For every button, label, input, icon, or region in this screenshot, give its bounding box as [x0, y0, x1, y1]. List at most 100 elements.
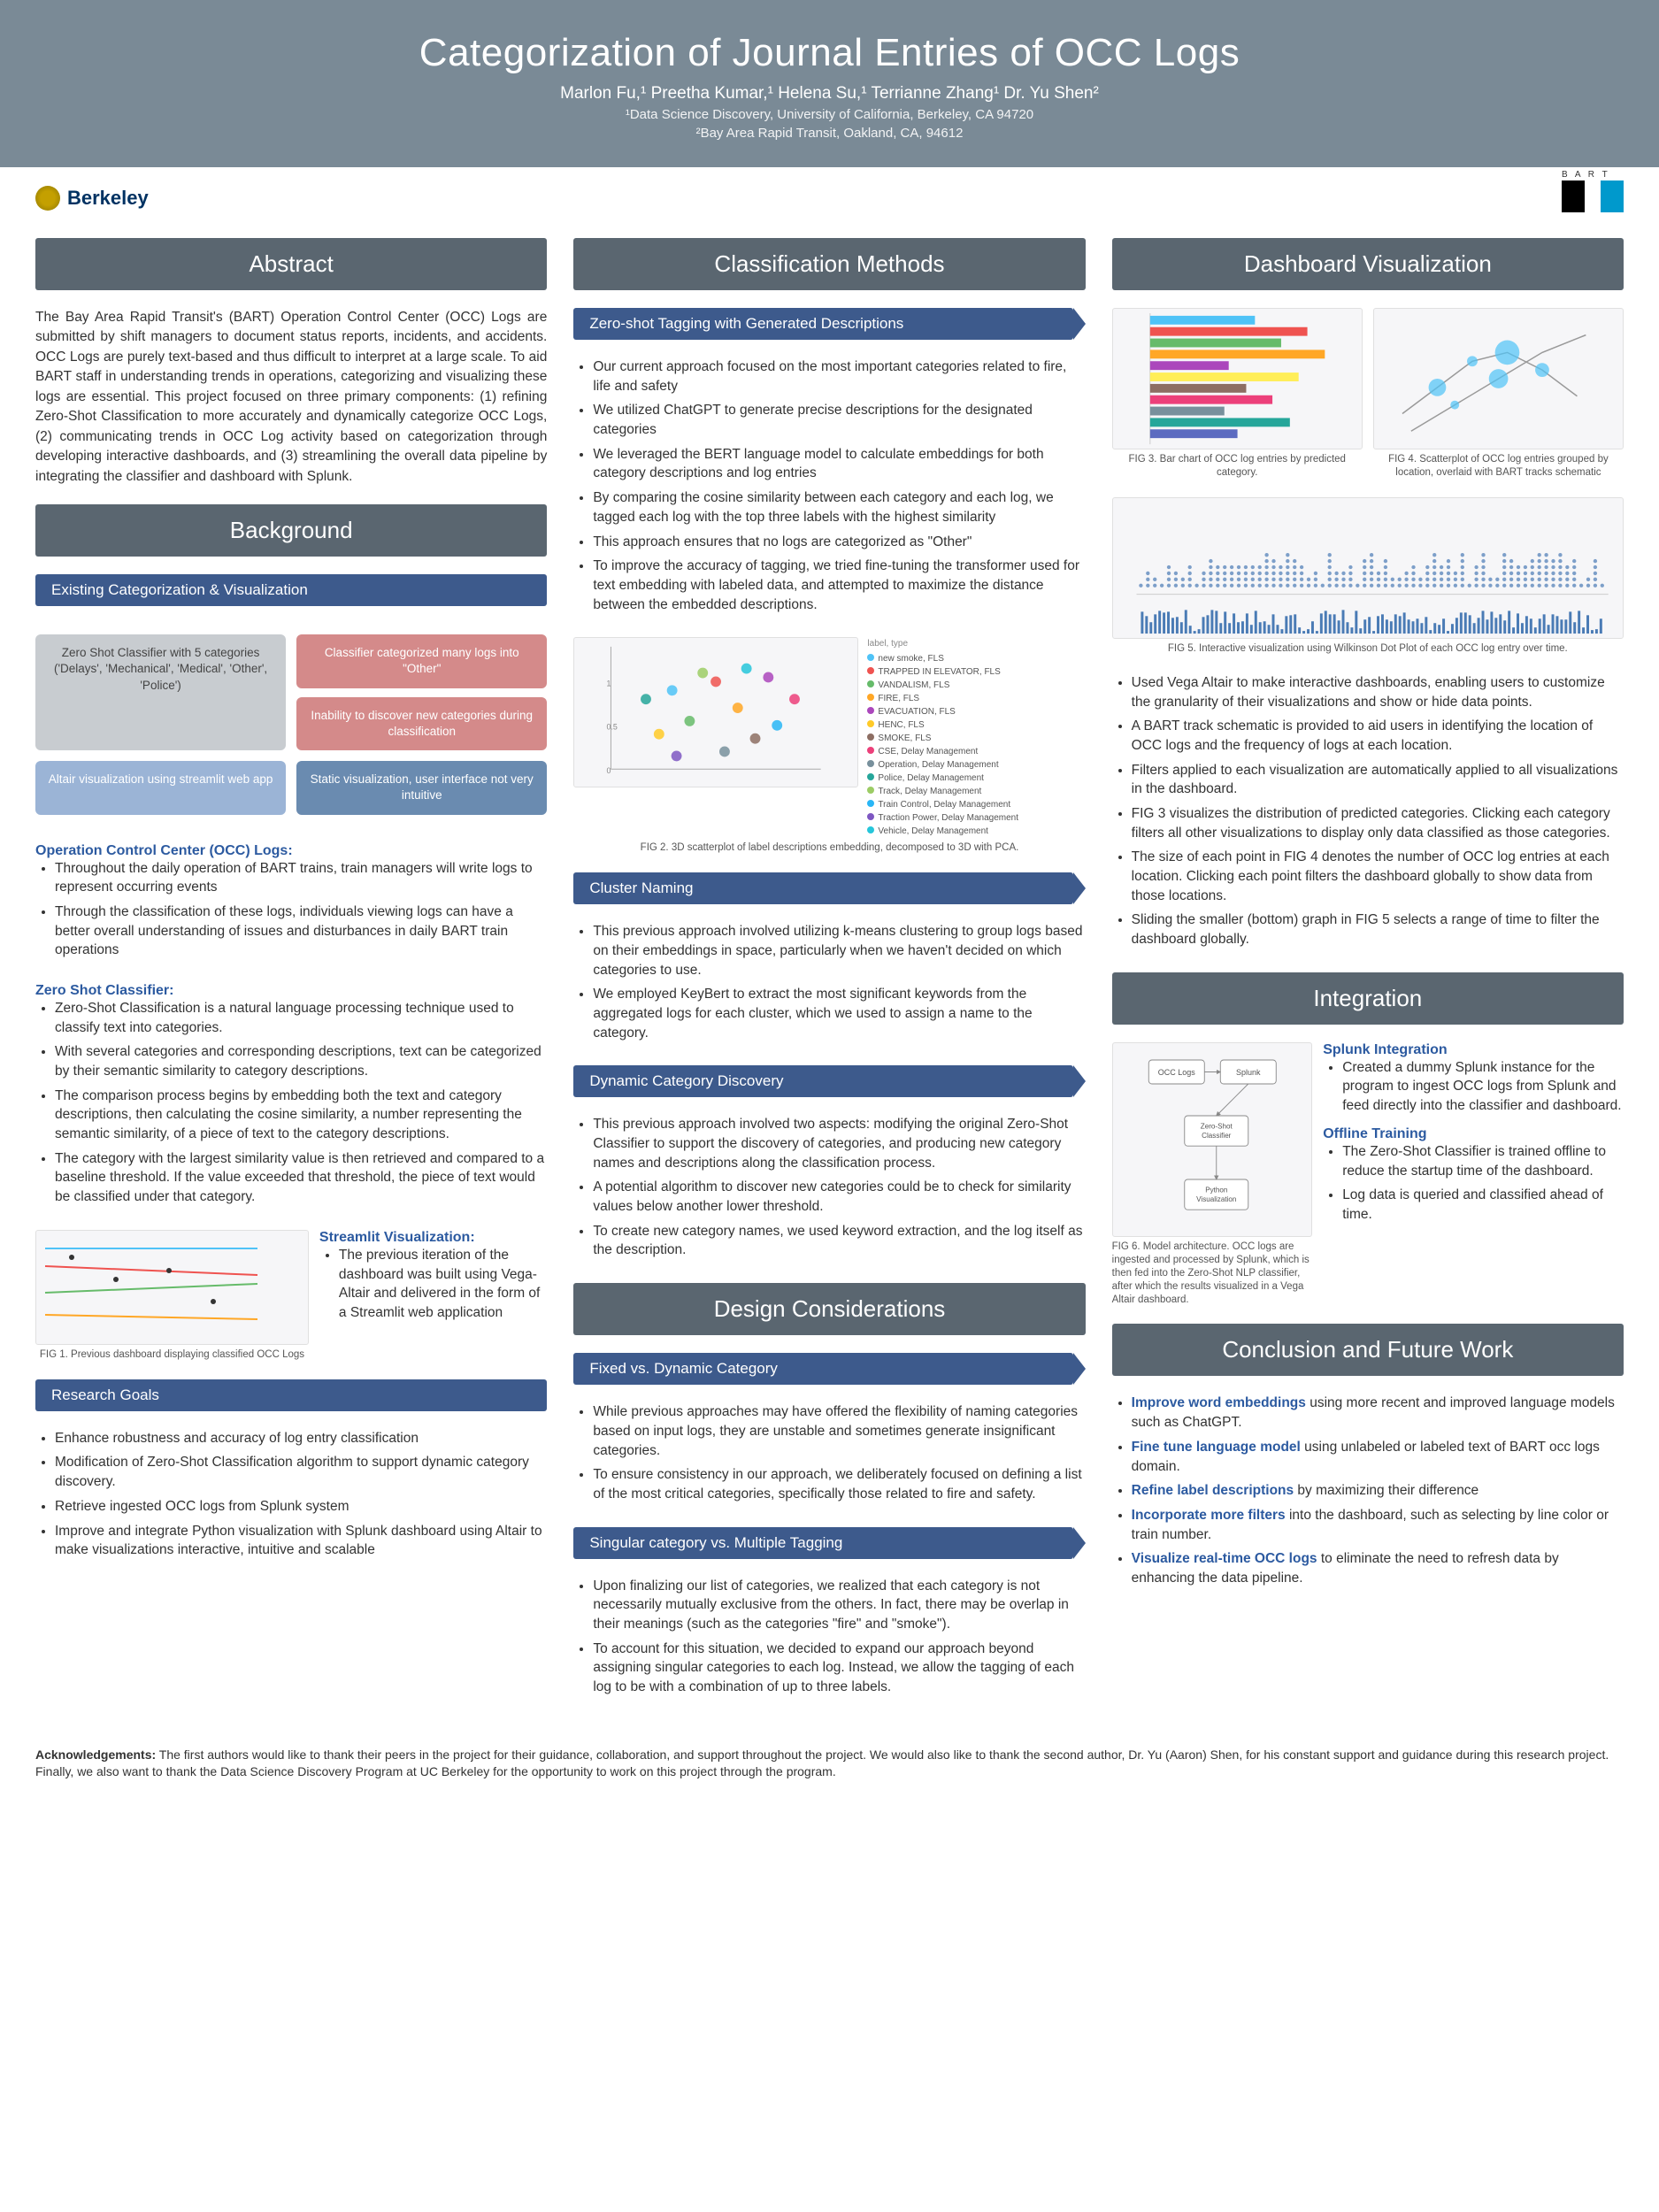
zsc-label: Zero Shot Classifier: [35, 983, 547, 999]
dynamic-subheader: Dynamic Category Discovery [573, 1065, 1072, 1097]
berkeley-seal-icon [35, 186, 60, 211]
poster-columns: Abstract The Bay Area Rapid Transit's (B… [0, 229, 1659, 1729]
list-item: The previous iteration of the dashboard … [339, 1246, 547, 1323]
box-nodiscover: Inability to discover new categories dur… [296, 697, 547, 750]
abstract-heading: Abstract [35, 238, 547, 290]
list-item: While previous approaches may have offer… [593, 1402, 1085, 1460]
fig2-wrapper: 00.51 label, type new smoke, FLSTRAPPED … [573, 637, 1085, 855]
list-item: We employed KeyBert to extract the most … [593, 985, 1085, 1042]
column-middle: Classification Methods Zero-shot Tagging… [573, 238, 1085, 1702]
authors: Marlon Fu,¹ Preetha Kumar,¹ Helena Su,¹ … [18, 84, 1641, 104]
fig1-caption: FIG 1. Previous dashboard displaying cla… [35, 1348, 309, 1362]
list-item: The comparison process begins by embeddi… [55, 1087, 547, 1144]
list-item: Upon finalizing our list of categories, … [593, 1577, 1085, 1634]
affiliation-2: ²Bay Area Rapid Transit, Oakland, CA, 94… [18, 126, 1641, 141]
list-item: Filters applied to each visualization ar… [1132, 761, 1624, 799]
list-item: The Zero-Shot Classifier is trained offl… [1342, 1142, 1624, 1180]
list-item: Refine label descriptions by maximizing … [1132, 1481, 1624, 1501]
fig2-caption: FIG 2. 3D scatterplot of label descripti… [573, 841, 1085, 855]
fig4-scatter [1373, 308, 1624, 449]
fig3-caption: FIG 3. Bar chart of OCC log entries by p… [1112, 453, 1363, 480]
existing-cat-subheader: Existing Categorization & Visualization [35, 574, 547, 606]
methods1-list: Our current approach focused on the most… [573, 357, 1085, 619]
svg-text:OCC Logs: OCC Logs [1157, 1068, 1195, 1077]
fig5-dotplot [1112, 497, 1624, 639]
list-item: To ensure consistency in our approach, w… [593, 1465, 1085, 1503]
svg-text:1: 1 [607, 680, 611, 688]
conclusion-heading: Conclusion and Future Work [1112, 1324, 1624, 1376]
list-item: Created a dummy Splunk instance for the … [1342, 1058, 1624, 1116]
list-item: Retrieve ingested OCC logs from Splunk s… [55, 1497, 547, 1517]
design2-list: Upon finalizing our list of categories, … [573, 1577, 1085, 1702]
acknowledgements: Acknowledgements: The first authors woul… [0, 1729, 1659, 1816]
zsc-list: Zero-Shot Classification is a natural la… [35, 999, 547, 1207]
column-right: Dashboard Visualization FIG 3. Bar chart… [1112, 238, 1624, 1702]
list-item: By comparing the cosine similarity betwe… [593, 488, 1085, 526]
list-item: Fine tune language model using unlabeled… [1132, 1438, 1624, 1476]
bart-logo: B A R T [1562, 180, 1624, 216]
design1-list: While previous approaches may have offer… [573, 1402, 1085, 1509]
goals-subheader: Research Goals [35, 1379, 547, 1411]
dashboard-heading: Dashboard Visualization [1112, 238, 1624, 290]
svg-text:Classifier: Classifier [1202, 1132, 1232, 1140]
list-item: Modification of Zero-Shot Classification… [55, 1453, 547, 1491]
list-item: The size of each point in FIG 4 denotes … [1132, 848, 1624, 905]
poster-header: Categorization of Journal Entries of OCC… [0, 0, 1659, 167]
list-item: To improve the accuracy of tagging, we t… [593, 557, 1085, 614]
list-item: Visualize real-time OCC logs to eliminat… [1132, 1549, 1624, 1587]
splunk-label: Splunk Integration [1323, 1042, 1624, 1058]
streamlit-list: The previous iteration of the dashboard … [319, 1246, 547, 1323]
list-item: Used Vega Altair to make interactive das… [1132, 673, 1624, 711]
fig3-fig4: FIG 3. Bar chart of OCC log entries by p… [1112, 308, 1624, 480]
integration-heading: Integration [1112, 972, 1624, 1025]
logo-bar: Berkeley B A R T [0, 167, 1659, 229]
list-item: We leveraged the BERT language model to … [593, 445, 1085, 483]
fixed-subheader: Fixed vs. Dynamic Category [573, 1353, 1072, 1385]
fig2-scatter: 00.51 [573, 637, 858, 787]
box-other: Classifier categorized many logs into "O… [296, 634, 547, 687]
list-item: A BART track schematic is provided to ai… [1132, 717, 1624, 755]
conclusion-list: Improve word embeddings using more recen… [1112, 1394, 1624, 1593]
box-altair: Altair visualization using streamlit web… [35, 761, 286, 814]
cluster-subheader: Cluster Naming [573, 872, 1072, 904]
offline-label: Offline Training [1323, 1126, 1624, 1142]
list-item: To create new category names, we used ke… [593, 1222, 1085, 1260]
integration-content: OCC Logs Splunk Zero-Shot Classifier Pyt… [1112, 1042, 1624, 1307]
list-item: To account for this situation, we decide… [593, 1640, 1085, 1697]
singular-subheader: Singular category vs. Multiple Tagging [573, 1527, 1072, 1559]
fig1-placeholder [35, 1230, 309, 1345]
dashboard-list: Used Vega Altair to make interactive das… [1112, 673, 1624, 955]
offline-list: The Zero-Shot Classifier is trained offl… [1323, 1142, 1624, 1225]
list-item: Improve word embeddings using more recen… [1132, 1394, 1624, 1432]
svg-text:0.5: 0.5 [607, 723, 618, 732]
berkeley-logo: Berkeley [35, 186, 149, 211]
occ-label: Operation Control Center (OCC) Logs: [35, 843, 547, 859]
abstract-text: The Bay Area Rapid Transit's (BART) Oper… [35, 308, 547, 487]
svg-text:Splunk: Splunk [1236, 1068, 1261, 1077]
methods-heading: Classification Methods [573, 238, 1085, 290]
goals-list: Enhance robustness and accuracy of log e… [35, 1429, 547, 1565]
zeroshot-subheader: Zero-shot Tagging with Generated Descrip… [573, 308, 1072, 340]
streamlit-section: FIG 1. Previous dashboard displaying cla… [35, 1230, 547, 1362]
list-item: Our current approach focused on the most… [593, 357, 1085, 396]
poster-title: Categorization of Journal Entries of OCC… [18, 31, 1641, 75]
fig5-wrapper: FIG 5. Interactive visualization using W… [1112, 497, 1624, 656]
svg-text:Zero-Shot: Zero-Shot [1200, 1122, 1233, 1130]
box-static: Static visualization, user interface not… [296, 761, 547, 814]
list-item: Throughout the daily operation of BART t… [55, 859, 547, 897]
fig5-caption: FIG 5. Interactive visualization using W… [1112, 642, 1624, 656]
column-left: Abstract The Bay Area Rapid Transit's (B… [35, 238, 547, 1702]
list-item: This approach ensures that no logs are c… [593, 533, 1085, 552]
fig6-arch: OCC Logs Splunk Zero-Shot Classifier Pyt… [1112, 1042, 1313, 1237]
background-heading: Background [35, 504, 547, 557]
svg-text:0: 0 [607, 766, 611, 775]
list-item: With several categories and correspondin… [55, 1042, 547, 1080]
svg-text:Python: Python [1205, 1186, 1227, 1194]
affiliation-1: ¹Data Science Discovery, University of C… [18, 107, 1641, 122]
svg-text:Visualization: Visualization [1196, 1195, 1236, 1203]
fig3-barchart [1112, 308, 1363, 449]
methods3-list: This previous approach involved two aspe… [573, 1115, 1085, 1265]
ack-text: The first authors would like to thank th… [35, 1747, 1609, 1779]
list-item: Improve and integrate Python visualizati… [55, 1522, 547, 1560]
methods2-list: This previous approach involved utilizin… [573, 922, 1085, 1048]
